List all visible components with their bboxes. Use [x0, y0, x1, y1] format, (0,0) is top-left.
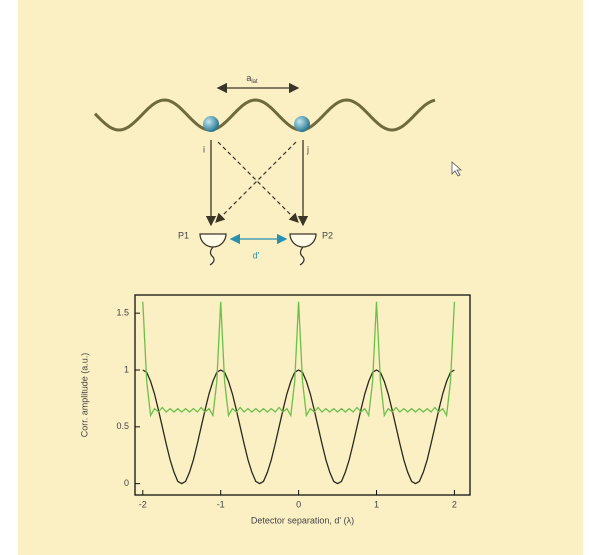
y-tick-label: 0 [124, 478, 129, 488]
plot-area [134, 294, 471, 496]
x-tick-label: -2 [139, 499, 147, 509]
cross-path-arrow [217, 141, 299, 223]
x-axis-label: Detector separation, d' (λ) [251, 515, 354, 525]
detector [199, 233, 227, 266]
cross-path-arrow [215, 141, 297, 223]
y-tick-label: 0.5 [116, 421, 129, 431]
y-tick-label: 1.5 [116, 308, 129, 318]
lattice-potential [93, 98, 436, 132]
separation-label: d' [253, 250, 260, 260]
x-tick-label: 2 [452, 499, 457, 509]
plot: -2 -1 0 1 2 0 0.5 1 1.5 Detector separation, d' (… [79, 294, 471, 525]
detector-label: P2 [322, 230, 333, 240]
x-tick-label: 0 [296, 499, 301, 509]
atom [294, 116, 310, 132]
y-tick-label: 1 [124, 364, 129, 374]
spacing-label: alat [246, 73, 258, 84]
detector-label: P1 [178, 230, 189, 240]
series-line [142, 301, 456, 418]
atom [203, 116, 219, 132]
series-line [142, 369, 455, 485]
site-label: i [203, 144, 205, 154]
x-tick-label: -1 [217, 499, 225, 509]
cursor [451, 161, 463, 177]
y-axis-label: Corr. amplitude (a.u.) [79, 353, 89, 438]
x-tick-label: 1 [374, 499, 379, 509]
detector [289, 233, 317, 266]
site-label: j [306, 144, 309, 154]
